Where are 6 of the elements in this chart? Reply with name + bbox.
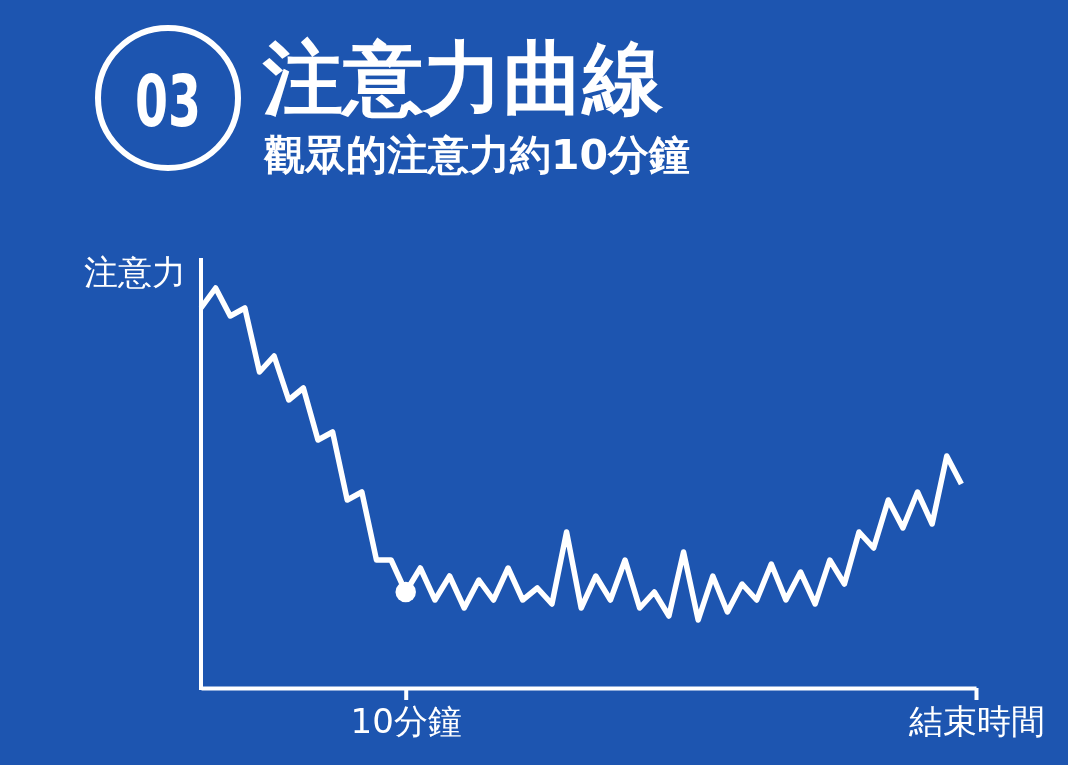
text: 03 xyxy=(135,59,236,143)
chart-subtitle: 觀眾的注意力約10分鐘 xyxy=(263,131,691,179)
x-tick-label: 結束時間 xyxy=(907,701,1045,742)
x-tick-label: 10分鐘 xyxy=(350,701,462,742)
chart-title: 注意力曲線 xyxy=(262,32,664,125)
y-axis-title: 注意力 xyxy=(84,252,186,292)
